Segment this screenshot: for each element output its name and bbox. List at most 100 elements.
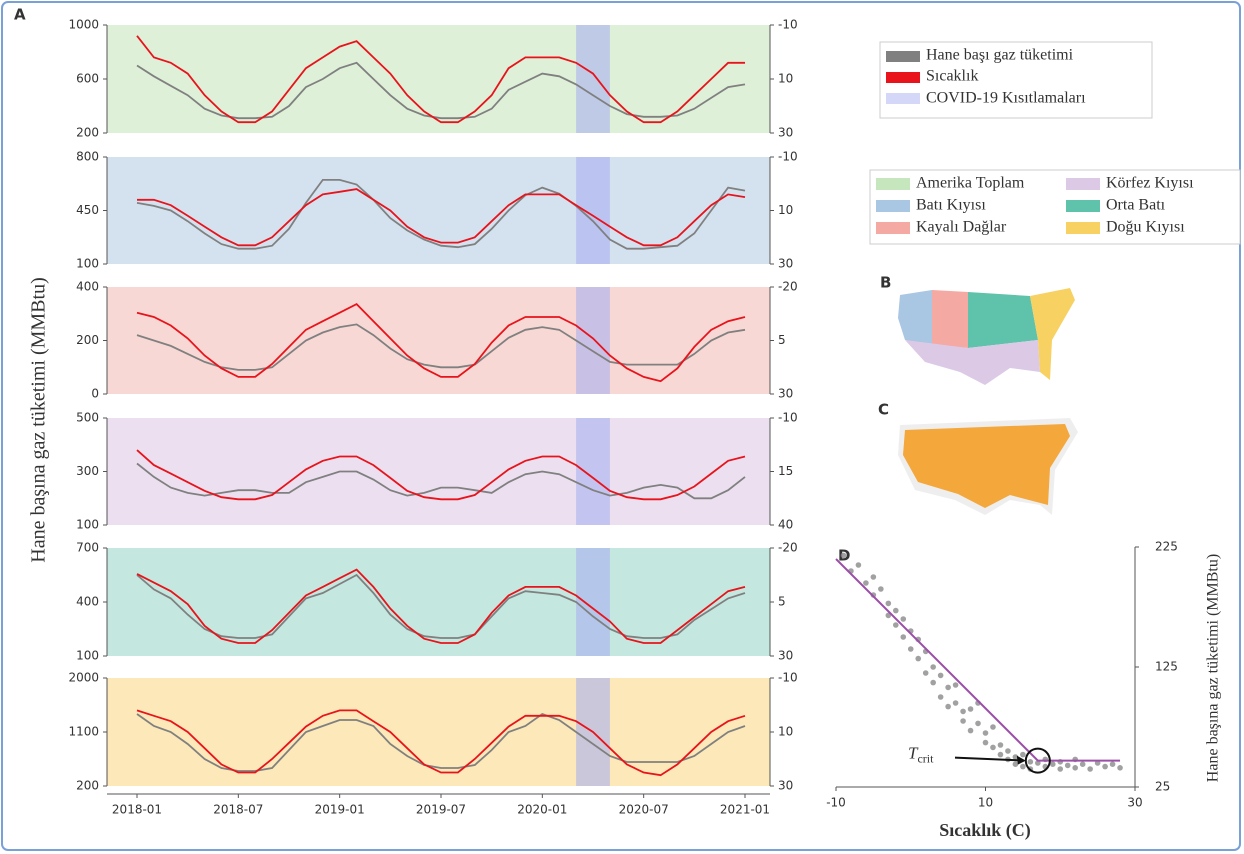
- y2-tick-label: 10: [778, 725, 793, 739]
- scatter-point: [997, 751, 1004, 758]
- y2-tick-label: 40: [778, 518, 793, 532]
- x-tick-label: 2019-07: [416, 803, 466, 817]
- y-tick-label: 1100: [68, 725, 99, 739]
- y-tick-label: 450: [76, 203, 99, 217]
- y-tick-label: 200: [76, 779, 99, 793]
- covid-shade: [576, 418, 610, 525]
- region-label: Kayalı Dağlar: [916, 219, 1007, 236]
- legend-label: COVID-19 Kısıtlamaları: [926, 90, 1086, 107]
- y2-tick-label: 30: [778, 126, 793, 140]
- y-tick-label: 800: [76, 150, 99, 164]
- y-tick-label: 225: [1155, 540, 1178, 554]
- scatter-point: [1117, 765, 1123, 771]
- y-tick-label: 100: [76, 649, 99, 663]
- region-swatch: [876, 222, 910, 234]
- x-tick-label: 2020-07: [619, 803, 669, 817]
- series-line: [136, 709, 746, 777]
- annotation-main: T: [908, 744, 919, 763]
- y2-tick-label: -10: [778, 411, 798, 425]
- scatter-point: [1049, 761, 1056, 767]
- scatter-point: [937, 694, 944, 700]
- x-tick-label: 2018-07: [213, 803, 263, 817]
- panel-label: B: [880, 274, 891, 292]
- region-swatch: [1066, 222, 1100, 234]
- y2-tick-label: 15: [778, 464, 793, 478]
- scatter-point: [870, 574, 877, 580]
- series-line: [136, 35, 745, 124]
- region-label: Amerika Toplam: [916, 175, 1025, 192]
- panel-label: C: [878, 401, 889, 419]
- x-tick-label: 2019-01: [315, 803, 365, 817]
- x-tick-label: 10: [978, 796, 993, 810]
- region-swatch: [876, 178, 910, 190]
- scatter-point: [1057, 766, 1064, 772]
- series-line: [136, 61, 746, 120]
- y-tick-label: 400: [76, 595, 99, 609]
- scatter-point: [863, 580, 869, 586]
- panel-label: A: [14, 6, 26, 24]
- fit-line: [835, 558, 1121, 762]
- scatter-point: [885, 600, 892, 607]
- annotation-sub: crit: [917, 751, 934, 765]
- y-tick-label: 25: [1155, 780, 1170, 794]
- series-line: [136, 449, 746, 501]
- x-axis-label: Sıcaklık (C): [939, 820, 1031, 841]
- covid-shade: [576, 25, 610, 133]
- covid-shade: [576, 548, 610, 656]
- x-tick-label: 2020-01: [517, 803, 567, 817]
- y-tick-label: 200: [76, 333, 99, 347]
- y-tick-label: 500: [76, 411, 99, 425]
- scatter-point: [1109, 761, 1116, 767]
- panel-background: [107, 25, 770, 133]
- scatter-point: [855, 562, 862, 568]
- series-line: [137, 188, 746, 247]
- scatter-point: [960, 718, 966, 724]
- y-tick-label: 400: [76, 280, 99, 294]
- series-line: [136, 568, 746, 644]
- scatter-point: [1102, 763, 1108, 770]
- legend-swatch: [886, 72, 920, 83]
- series-line: [136, 573, 746, 639]
- scatter-point: [1005, 748, 1011, 754]
- series-line: [136, 462, 746, 500]
- panel-background: [107, 287, 770, 394]
- scatter-point: [900, 634, 907, 640]
- y-tick-label: 300: [76, 464, 99, 478]
- y-tick-label: 1000: [68, 18, 99, 32]
- y2-tick-label: -20: [778, 541, 798, 555]
- y2-tick-label: -10: [778, 671, 798, 685]
- y-tick-label: 700: [76, 541, 99, 555]
- scatter-point: [945, 703, 951, 710]
- scatter-point: [960, 708, 966, 715]
- scatter-point: [967, 706, 974, 712]
- annotation: Tcrit: [908, 744, 934, 766]
- legend-swatch: [886, 51, 920, 62]
- scatter-point: [990, 744, 996, 751]
- scatter-point: [982, 739, 989, 746]
- y2-tick-label: 30: [778, 779, 793, 793]
- panel-background: [107, 157, 770, 264]
- y2-tick-label: 5: [778, 595, 786, 609]
- x-tick-label: 30: [1127, 796, 1142, 810]
- series-line: [136, 179, 746, 250]
- scatter-point: [1012, 761, 1019, 767]
- scatter-point: [967, 727, 974, 734]
- y-tick-label: 600: [76, 72, 99, 86]
- covid-shade: [576, 287, 610, 394]
- scatter-point: [997, 742, 1004, 748]
- y2-tick-label: 5: [778, 333, 786, 347]
- series-line: [136, 302, 746, 383]
- scatter-point: [1020, 751, 1026, 758]
- y-tick-label: 125: [1155, 660, 1178, 674]
- y-tick-label: 100: [76, 257, 99, 271]
- x-tick-label: 2018-01: [112, 803, 162, 817]
- y2-tick-label: -10: [778, 150, 798, 164]
- series-line: [136, 323, 746, 371]
- arrow-head: [1016, 755, 1026, 765]
- scatter-point: [952, 700, 959, 706]
- arrow: [954, 756, 1024, 762]
- y2-tick-label: 30: [778, 649, 793, 663]
- region-swatch: [876, 200, 910, 212]
- scatter-point: [1012, 754, 1019, 760]
